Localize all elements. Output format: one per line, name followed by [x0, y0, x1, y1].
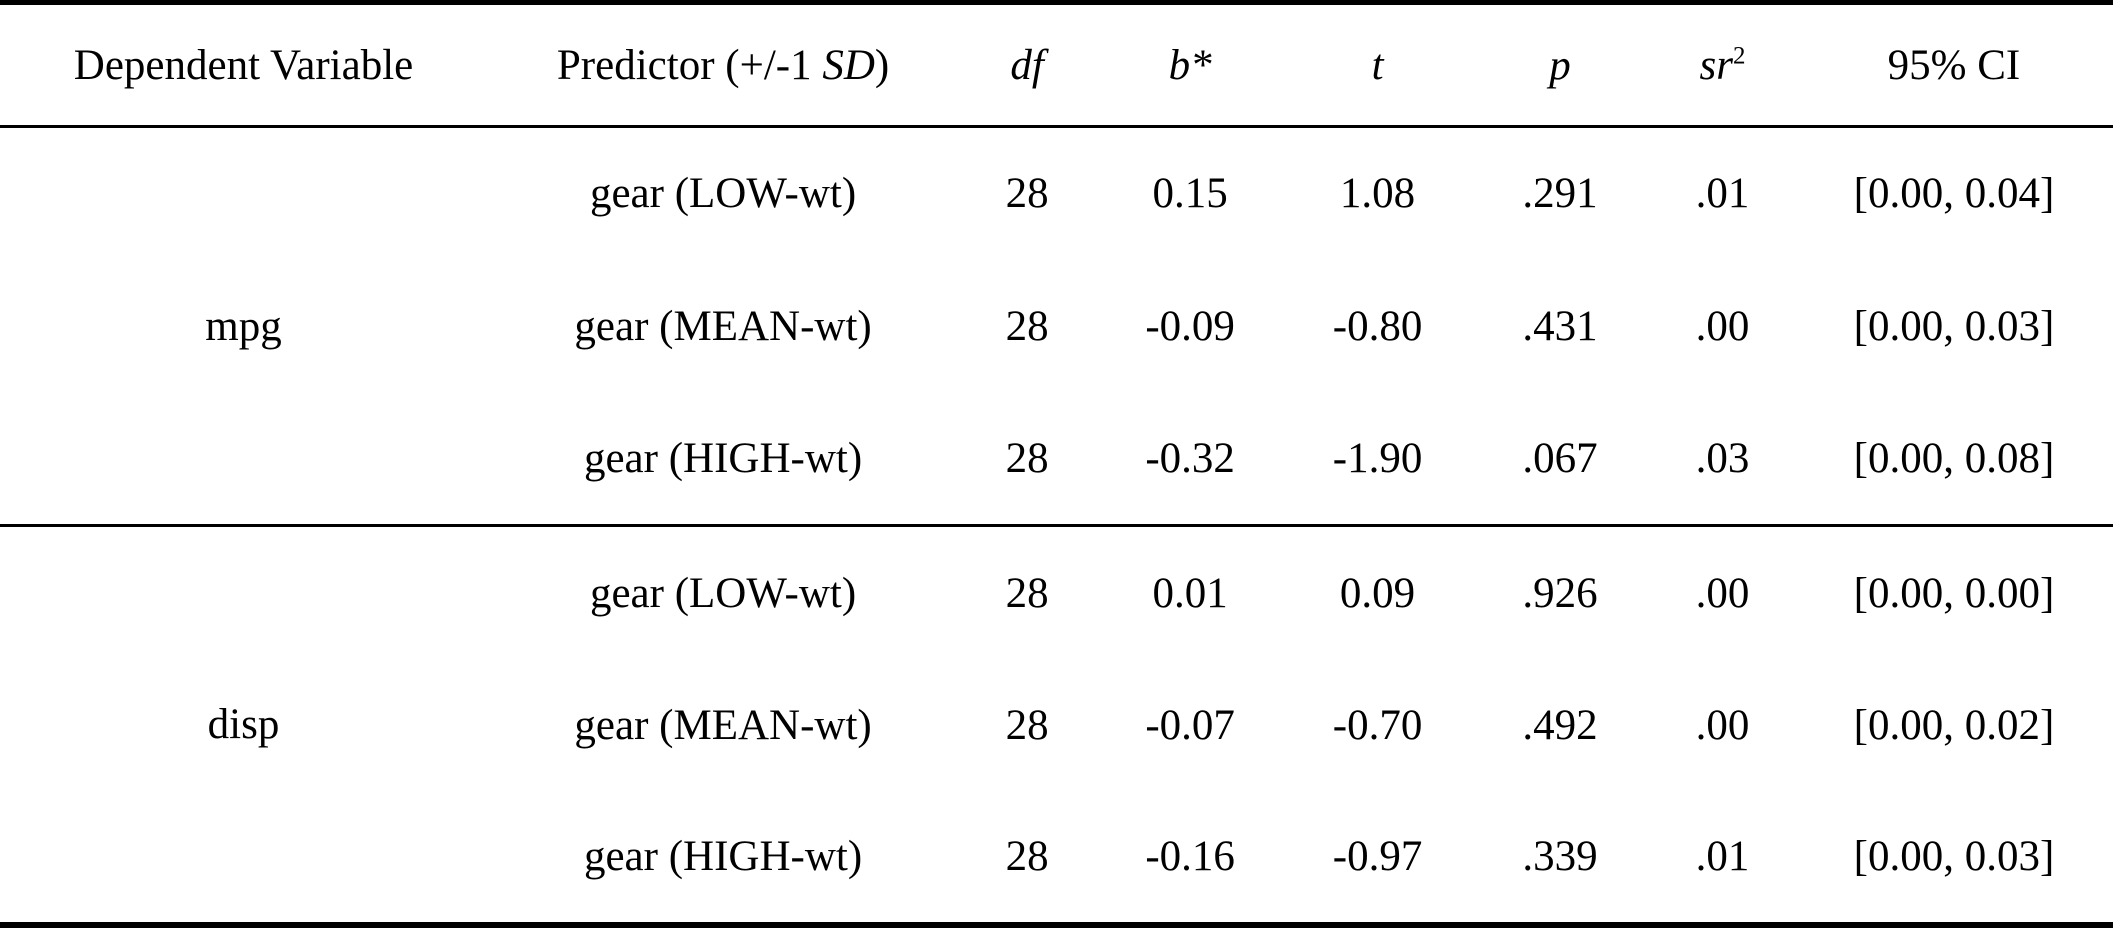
ci-cell: [0.00, 0.08] [1853, 434, 2055, 482]
p-cell: .431 [1522, 302, 1598, 350]
predictor-header-sd: SD [822, 41, 875, 89]
predictor-header-suffix: ) [874, 41, 890, 89]
sr2-cell: .01 [1695, 833, 1750, 881]
predictor-cell: gear (MEAN-wt) [574, 302, 872, 350]
sr2-cell: .00 [1695, 701, 1750, 749]
p-cell: .492 [1522, 701, 1598, 749]
p-cell: .339 [1522, 833, 1598, 881]
b-star-cell: -0.16 [1145, 833, 1235, 881]
predictor-cell: gear (LOW-wt) [487, 524, 960, 659]
sr2-cell: .03 [1695, 434, 1750, 482]
predictor-cell: gear (HIGH-wt) [583, 434, 863, 482]
t-cell: -1.90 [1332, 434, 1423, 482]
table-header-row: Dependent Variable Predictor (+/-1 SD) d… [0, 2, 2113, 128]
b-star-cell: 0.01 [1095, 524, 1286, 659]
predictor-cell: gear (HIGH-wt) [583, 833, 863, 881]
sr-header-label: sr [1699, 41, 1733, 89]
dependent-variable-cell-disp: disp [0, 524, 488, 925]
p-cell: .291 [1522, 170, 1598, 218]
p-cell: .926 [1469, 524, 1650, 659]
df-cell: 28 [1005, 701, 1049, 749]
df-cell: 28 [1005, 170, 1049, 218]
ci-header-label: 95% CI [1887, 41, 2021, 89]
column-header-dependent-variable: Dependent Variable [0, 2, 488, 128]
column-header-p: p [1469, 2, 1650, 128]
t-header-label: t [1371, 41, 1384, 89]
column-header-ci: 95% CI [1794, 2, 2113, 128]
dependent-variable-cell-mpg: mpg [205, 302, 282, 350]
b-star-cell: -0.32 [1145, 434, 1235, 482]
ci-cell: [0.00, 0.00] [1794, 524, 2113, 659]
ci-cell: [0.00, 0.02] [1853, 701, 2055, 749]
sr2-cell: .00 [1650, 524, 1795, 659]
column-header-sr2: sr2 [1650, 2, 1795, 128]
predictor-cell: gear (MEAN-wt) [574, 701, 872, 749]
t-cell: -0.70 [1332, 701, 1423, 749]
dependent-variable-header-label: Dependent Variable [73, 41, 414, 89]
table-row: gear (MEAN-wt) 28 -0.09 -0.80 .431 .00 [… [0, 260, 2113, 393]
predictor-cell: gear (LOW-wt) [589, 170, 857, 218]
sr2-cell: .01 [1695, 170, 1750, 218]
p-cell: .067 [1522, 434, 1598, 482]
b-star-cell: 0.15 [1152, 170, 1228, 218]
df-cell: 28 [959, 524, 1096, 659]
df-cell: 28 [1005, 434, 1049, 482]
b-star-cell: -0.07 [1145, 701, 1235, 749]
p-header-label: p [1549, 41, 1571, 89]
table-row: gear (MEAN-wt) 28 -0.07 -0.70 .492 .00 [… [0, 659, 2113, 792]
df-cell: 28 [1005, 302, 1049, 350]
t-cell: -0.80 [1332, 302, 1423, 350]
column-header-predictor: Predictor (+/-1 SD) [487, 2, 960, 128]
column-header-t: t [1285, 2, 1470, 128]
ci-cell: [0.00, 0.04] [1853, 170, 2055, 218]
table-row: gear (HIGH-wt) 28 -0.16 -0.97 .339 .01 [… [0, 792, 2113, 925]
t-cell: -0.97 [1332, 833, 1423, 881]
table-row: gear (HIGH-wt) 28 -0.32 -1.90 .067 .03 [… [0, 393, 2113, 526]
df-cell: 28 [1005, 833, 1049, 881]
column-header-b-star: b* [1095, 2, 1286, 128]
t-cell: 0.09 [1285, 524, 1470, 659]
table-row: disp gear (LOW-wt) 28 0.01 0.09 .926 .00… [0, 524, 2113, 925]
t-cell: 1.08 [1339, 170, 1416, 218]
ci-cell: [0.00, 0.03] [1853, 833, 2055, 881]
sr2-cell: .00 [1695, 302, 1750, 350]
b-star-cell: -0.09 [1145, 302, 1235, 350]
b-star-header-label: b* [1168, 41, 1212, 89]
sr-header-exponent: 2 [1732, 42, 1746, 70]
df-header-label: df [1010, 41, 1044, 89]
ci-cell: [0.00, 0.03] [1853, 302, 2055, 350]
table-row: mpg gear (LOW-wt) 28 0.15 1.08 .291 .01 … [0, 127, 2113, 347]
predictor-header-prefix: Predictor (+/-1 [556, 41, 823, 89]
column-header-df: df [959, 2, 1096, 128]
